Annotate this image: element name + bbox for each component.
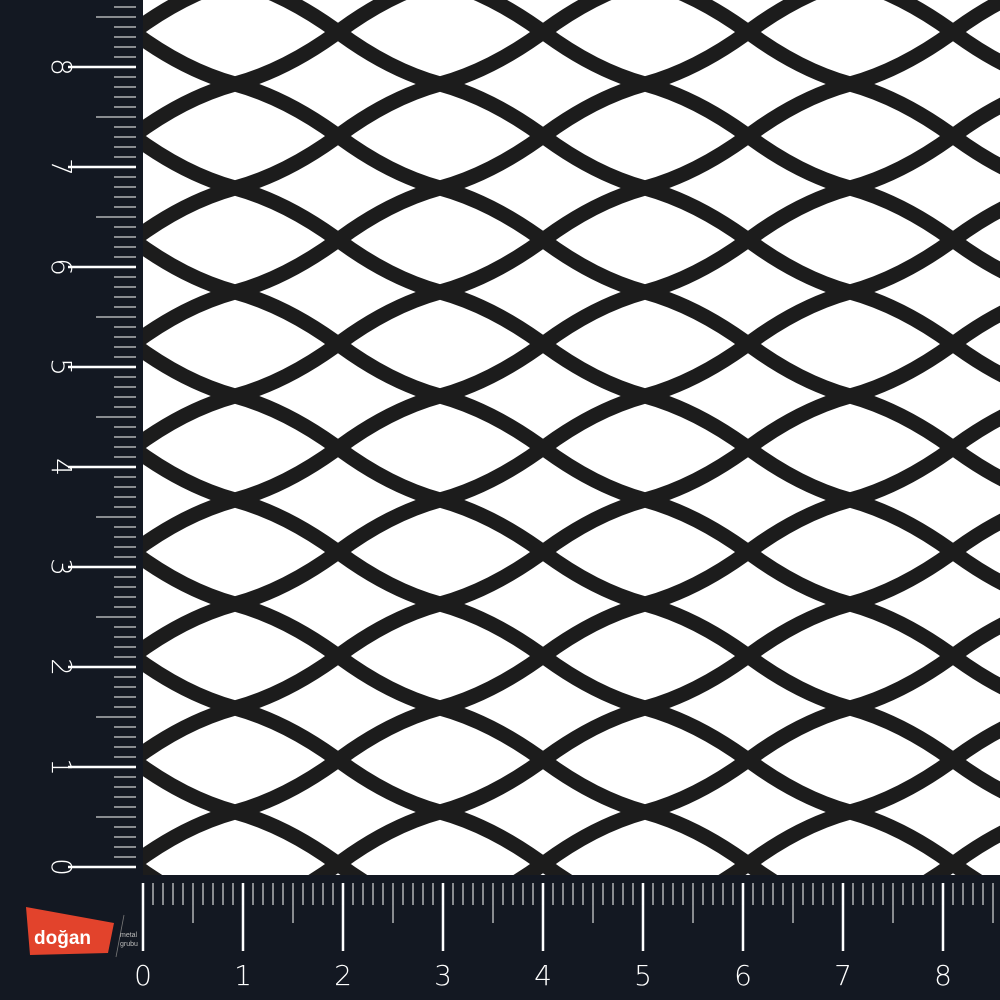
ruler-label: 2 <box>45 658 78 676</box>
ruler-label: 4 <box>534 959 552 992</box>
ruler-label: 4 <box>45 458 78 476</box>
ruler-label: 3 <box>45 558 78 576</box>
ruler-label: 1 <box>234 959 252 992</box>
ruler-label: 7 <box>834 959 852 992</box>
ruler-label: 6 <box>45 258 78 276</box>
ruler-label: 0 <box>45 858 78 876</box>
vertical-ruler: 0 1 2 3 4 5 6 7 8 <box>45 6 136 876</box>
svg-text:grubu: grubu <box>120 941 138 948</box>
ruler-label: 8 <box>45 58 78 76</box>
ruler-label: 2 <box>334 959 352 992</box>
ruler-label: 1 <box>45 758 78 776</box>
svg-text:doğan: doğan <box>34 928 91 949</box>
ruler-label: 6 <box>734 959 752 992</box>
ruler-label: 0 <box>134 959 152 992</box>
ruler-label: 5 <box>634 959 652 992</box>
svg-text:metal: metal <box>120 932 138 939</box>
dogan-logo: doğan metal grubu <box>26 907 138 958</box>
ruler-label: 8 <box>934 959 952 992</box>
ruler-label: 3 <box>434 959 452 992</box>
horizontal-ruler: 0 1 2 3 4 5 6 7 8 <box>134 883 994 992</box>
ruler-label: 5 <box>45 358 78 376</box>
ruler-label: 7 <box>45 158 78 176</box>
expanded-metal-mesh-photo <box>143 0 1000 875</box>
